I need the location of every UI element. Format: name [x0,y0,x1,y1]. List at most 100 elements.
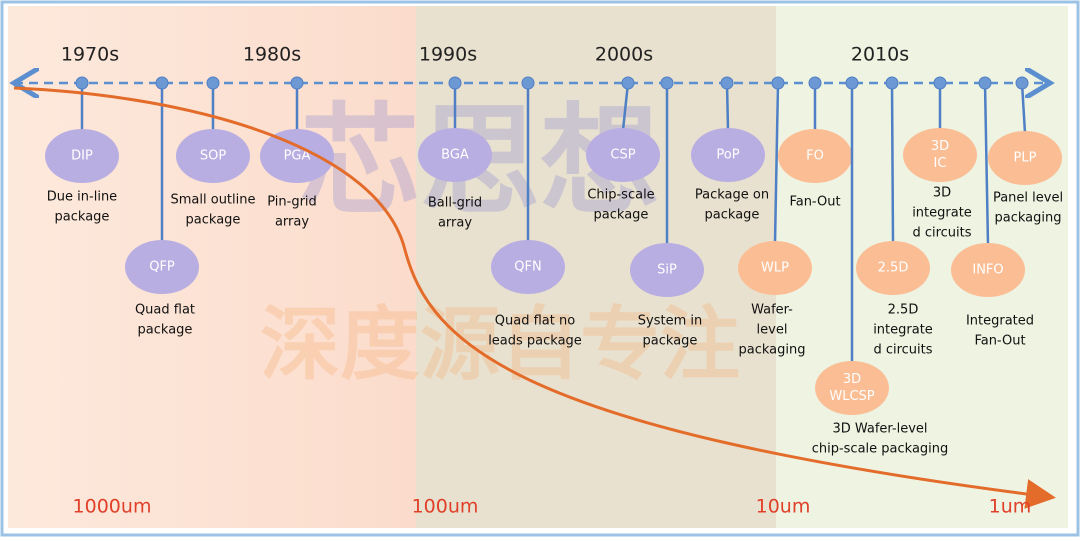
package-label: DIP [71,149,93,164]
package-description: package [186,213,241,228]
package-description: Small outline [171,193,256,208]
connector [773,82,780,244]
timeline-dot [448,76,462,90]
package-description: package [55,210,110,225]
package-description: Quad flat [135,303,195,318]
package-label: SOP [200,149,226,164]
package-description: package [643,334,698,349]
package-node [951,243,1025,297]
package-label: FO [806,149,824,164]
package-node [988,131,1062,185]
watermark: 深度源自专注 [260,298,740,391]
package-description: Wafer- [751,303,793,318]
package-description: leads package [488,334,582,349]
package-description: 2.5D [888,303,919,318]
package-description: integrate [873,323,933,338]
package-description: d circuits [912,226,971,241]
package-node [815,361,889,415]
package-description: 3D Wafer-level [832,422,927,437]
timeline-dot [808,76,822,90]
package-label: BGA [441,148,469,163]
package-label: WLCSP [829,389,874,404]
package-description: package [138,323,193,338]
package-description: Fan-Out [789,195,840,210]
era-label: 1970s [61,44,119,66]
package-description: Due in-line [47,190,117,205]
package-description: package [594,208,649,223]
package-node [691,128,765,182]
package-node [45,129,119,183]
package-description: array [275,215,309,230]
package-label: PGA [284,149,311,164]
package-description: package [705,208,760,223]
package-label: SiP [657,263,677,278]
package-label: WLP [761,261,789,276]
package-description: Ball-grid [428,196,482,211]
package-label: QFN [514,260,541,275]
timeline-dot [933,76,947,90]
package-description: System in [638,314,702,329]
connector [983,82,990,246]
timeline-dot [845,76,859,90]
size-label: 1um [989,496,1032,518]
timeline-dot [75,76,89,90]
package-description: packaging [739,343,806,358]
package-node [778,129,852,183]
package-label: IC [934,156,947,171]
package-description: integrate [912,206,972,221]
package-label: PoP [716,148,739,163]
size-label: 1000um [73,496,152,518]
package-description: Chip-scale [587,188,654,203]
era-label: 2010s [851,44,909,66]
package-label: 3D [843,372,861,387]
timeline-dot [290,76,304,90]
package-node [260,129,334,183]
timeline-dot [720,76,734,90]
package-label: INFO [972,263,1003,278]
package-node [630,243,704,297]
package-node [586,128,660,182]
connector [725,82,730,131]
trend-curve [13,86,1056,509]
timeline-dot [521,76,535,90]
package-label: CSP [610,148,635,163]
package-node [903,128,977,182]
package-description: packaging [995,211,1062,226]
package-node [738,241,812,295]
connector [621,82,630,131]
timeline-dot [621,76,635,90]
connector [890,82,895,244]
timeline-dot [155,76,169,90]
era-label: 2000s [595,44,653,66]
timeline-dot [771,76,785,90]
package-node [176,129,250,183]
package-node [125,240,199,294]
size-label: 10um [756,496,811,518]
package-description: Panel level [993,191,1063,206]
package-description: d circuits [873,343,932,358]
package-node [418,128,492,182]
package-label: 3D [931,139,949,154]
timeline-dot [660,76,674,90]
package-label: 2.5D [878,261,909,276]
package-node [856,241,930,295]
timeline-dot [978,76,992,90]
package-node [491,240,565,294]
era-label: 1990s [419,44,477,66]
timeline-dot [206,76,220,90]
size-label: 100um [412,496,479,518]
package-description: Package on [695,188,769,203]
package-label: PLP [1014,151,1037,166]
package-description: Integrated [966,314,1034,329]
package-description: array [438,216,472,231]
timeline-dot [1015,76,1029,90]
era-label: 1980s [243,44,301,66]
package-description: level [757,323,788,338]
package-description: Pin-grid [267,195,317,210]
package-description: 3D [933,186,951,201]
package-description: Fan-Out [974,334,1025,349]
connector [1020,82,1027,134]
package-description: Quad flat no [495,314,575,329]
package-label: QFP [149,260,175,275]
timeline-dot [885,76,899,90]
